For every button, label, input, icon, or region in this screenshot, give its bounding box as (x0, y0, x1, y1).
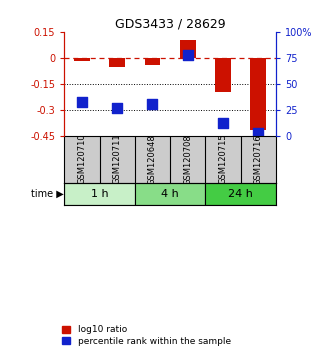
Point (115, 105, 120, 110)
Text: GSM120648: GSM120648 (148, 134, 157, 184)
Text: GSM120708: GSM120708 (183, 134, 192, 184)
Text: GSM120716: GSM120716 (254, 134, 263, 184)
Point (256, 131, 261, 136)
Point (150, 102, 155, 107)
Point (221, 120, 226, 126)
Text: 4 h: 4 h (161, 189, 179, 199)
Text: 1 h: 1 h (91, 189, 108, 199)
Text: time ▶: time ▶ (31, 189, 64, 199)
Bar (205, 183, 276, 205)
Bar (64, 183, 135, 205)
Legend: log10 ratio, percentile rank within the sample: log10 ratio, percentile rank within the … (62, 325, 231, 346)
Text: GSM120710: GSM120710 (77, 134, 86, 184)
Bar (144, 58, 160, 65)
Bar (109, 58, 125, 67)
Text: 24 h: 24 h (228, 189, 253, 199)
Bar (74, 58, 90, 61)
Point (185, 52, 190, 57)
Bar (135, 183, 205, 205)
Point (79, 99, 84, 105)
Title: GDS3433 / 28629: GDS3433 / 28629 (115, 18, 225, 31)
Bar (215, 58, 231, 92)
Text: GSM120715: GSM120715 (219, 134, 228, 184)
Bar (180, 40, 196, 58)
Bar (250, 58, 266, 130)
Text: GSM120711: GSM120711 (113, 134, 122, 184)
